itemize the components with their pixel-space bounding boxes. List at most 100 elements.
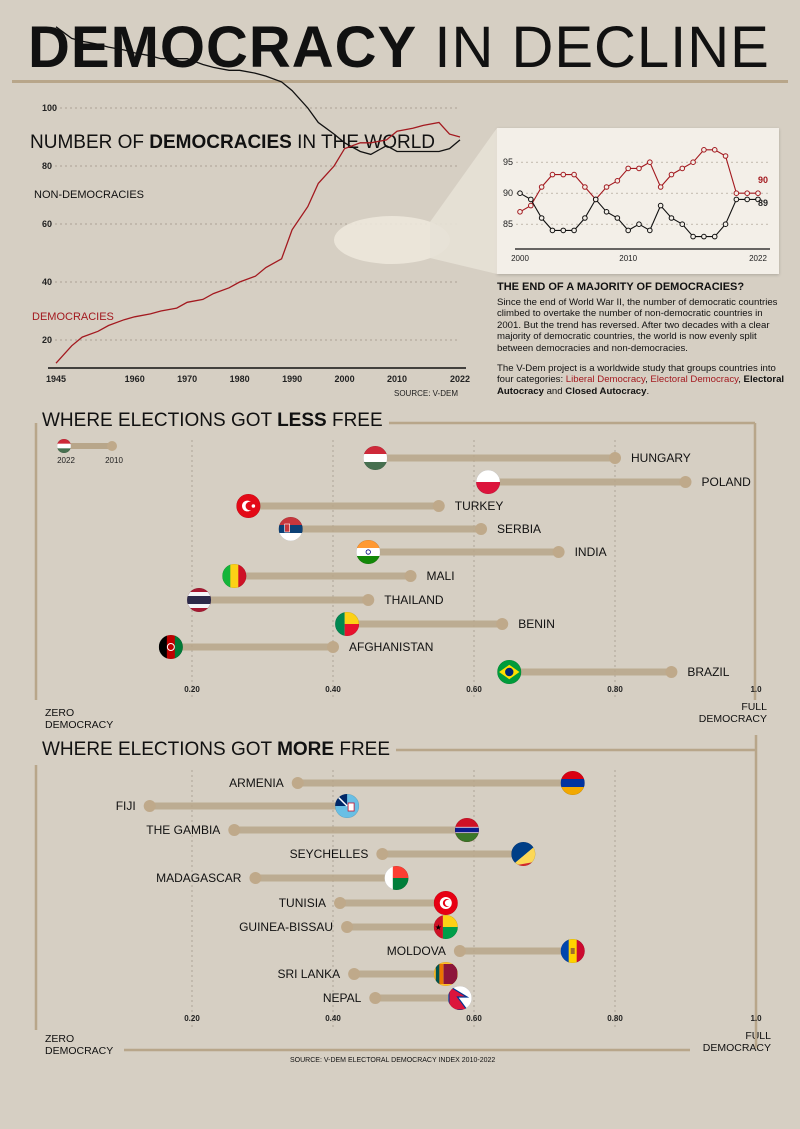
flag-border [335,794,360,818]
flag-part [344,624,360,636]
less-free-dot-2010-brazil [665,666,678,678]
more-free-label-fiji: FIJI [116,799,136,813]
less-free-label-turkey: TURKEY [455,499,504,513]
less-free-label-serbia: SERBIA [497,522,541,536]
full-democracy-label-2: FULL DEMOCRACY [702,1030,771,1054]
zoom-chart-box [497,128,779,274]
flag-part [454,826,479,828]
less-free-x-tick-label: 1.0 [750,685,762,694]
flag-part [568,939,578,963]
flag-part [365,549,371,555]
legend-label-2010: 2010 [105,456,123,465]
flag-part [278,517,303,526]
flag-part [444,899,452,907]
flag-part [166,635,176,659]
flag-part [356,540,381,549]
more-free-dot-2010-tunisia [334,897,347,909]
flag-part [278,533,303,541]
flag-border [476,470,501,494]
less-free-x-tick-label: 0.40 [325,685,341,694]
less-free-x-tick-label: 0.60 [466,685,482,694]
more-free-dot-2010-moldova [453,945,466,957]
more-free-label-sri-lanka: SRI LANKA [277,967,340,981]
flag-nepal-icon [447,986,472,1010]
flag-border [158,635,183,659]
flag-moldova-icon [560,939,585,963]
more-free-label-tunisia: TUNISIA [279,896,326,910]
less-free-x-tick-label: 0.20 [184,685,200,694]
flag-part [363,446,388,455]
more-free-x-tick-label: 0.20 [184,1014,200,1023]
flag-part [511,859,536,866]
flag-part [335,794,360,818]
flag-part [347,802,355,812]
more-free-label-nepal: NEPAL [323,991,362,1005]
flag-fiji-icon [335,794,360,818]
explainer-para2: The V-Dem project is a worldwide study t… [497,362,785,397]
less-free-label-mali: MALI [427,569,455,583]
less-free-label-brazil: BRAZIL [687,665,729,679]
less-free-dot-2010-afghanistan [327,641,339,653]
more-free-label-armenia: ARMENIA [229,776,284,790]
less-free-label-benin: BENIN [518,617,555,631]
flag-part [570,948,575,954]
flag-border [384,866,409,890]
flag-tunisia-icon [433,891,458,915]
legend-label-2022: 2022 [57,456,75,465]
flag-border [497,660,522,684]
flag-gambia-icon [454,818,479,842]
more-free-label-moldova: MOLDOVA [387,944,446,958]
flag-part [435,964,440,984]
more-free-dot-2010-the-gambia [228,824,241,836]
full-democracy-label-1: FULL DEMOCRACY [698,701,767,725]
flag-armenia-icon [560,771,585,795]
flag-border [560,771,585,795]
less-free-label-afghanistan: AFGHANISTAN [349,640,433,654]
chart1-x-tick-label: 2010 [387,374,407,384]
flag-part [454,833,479,842]
more-free-dot-2010-armenia [291,777,304,789]
less-free-label-hungary: HUNGARY [631,451,691,465]
flag-part [560,779,585,788]
less-free-dot-2010-poland [679,476,692,488]
chart1-x-tick-label: 2022 [450,374,470,384]
more-free-label-the-gambia: THE GAMBIA [146,823,220,837]
flag-part [442,899,451,907]
less-free-label-thailand: THAILAND [384,593,444,607]
flag-part [392,866,409,878]
less-free-dot-2010-mali [404,570,417,582]
flag-part [433,891,458,915]
flag-turkey-icon [236,494,261,518]
flag-part [499,664,520,680]
more-free-x-tick-label: 1.0 [750,1014,762,1023]
flag-part [230,564,239,588]
zero-democracy-label-2: ZERO DEMOCRACY [45,1033,114,1057]
flag-part [476,482,501,494]
flag-part [511,866,545,894]
flag-benin-icon [335,612,360,636]
flag-border [363,446,388,470]
flag-part [560,939,570,963]
flag-border [335,612,360,636]
section2-heading: WHERE ELECTIONS GOT LESS FREE [42,410,389,432]
chart1-dem-label: DEMOCRACIES [32,311,114,323]
chart1-x-tick-label: 2000 [335,374,355,384]
chart1-zoom-connector [430,128,497,274]
flag-part [442,915,458,927]
more-free-label-guinea-bissau: GUINEA-BISSAU [239,920,333,934]
flag-part [236,494,261,518]
more-free-label-madagascar: MADAGASCAR [156,871,242,885]
chart1-nondem-label: NON-DEMOCRACIES [34,189,144,201]
more-free-dot-2010-seychelles [376,848,389,860]
flag-part [245,501,255,511]
flag-border [236,494,261,518]
chart1-x-tick-label: 1960 [125,374,145,384]
flag-border [433,891,458,915]
flag-part [166,643,175,651]
less-free-dot-2010-turkey [432,500,445,512]
more-free-dot-2010-madagascar [249,872,262,884]
flag-border [560,939,585,963]
flag-brazil-icon [497,660,522,684]
more-free-x-tick-label: 0.40 [325,1014,341,1023]
flag-hungary-icon [363,446,388,470]
